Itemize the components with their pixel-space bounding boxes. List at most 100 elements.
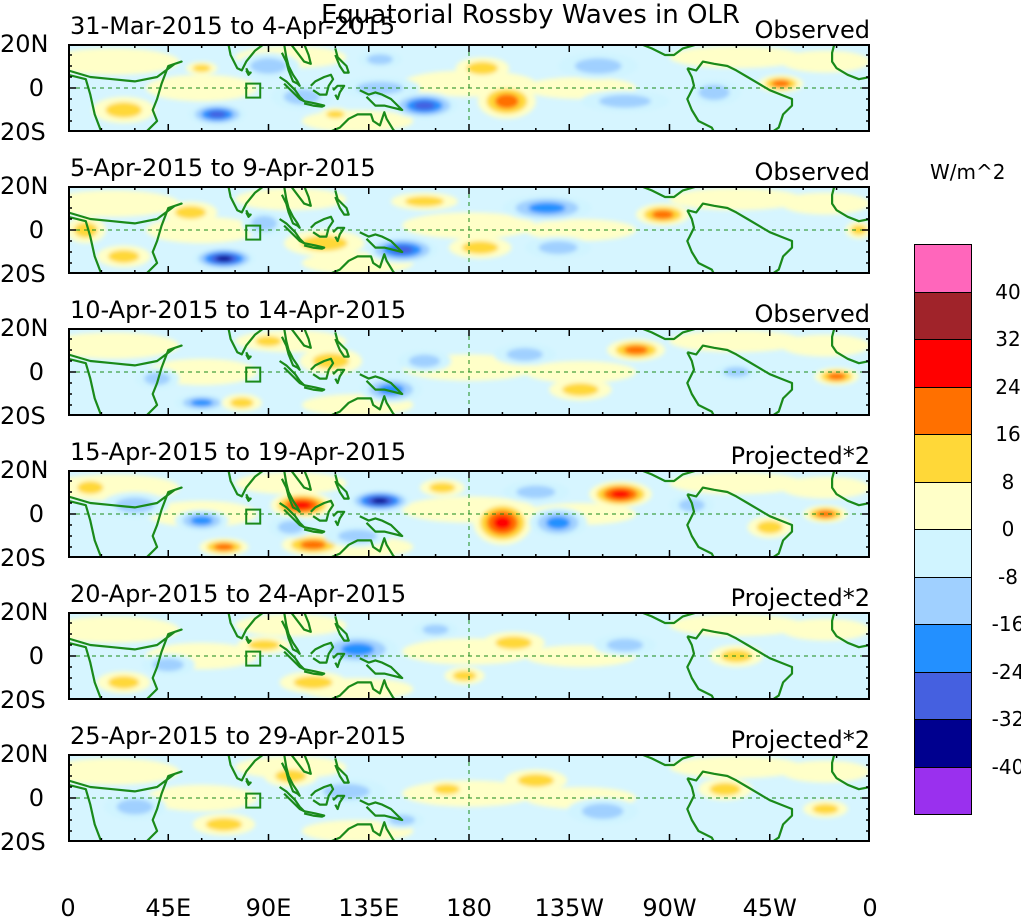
olr-anomaly-contour (251, 215, 278, 232)
colorbar-label: 8 (1001, 469, 1015, 494)
coastline (280, 754, 301, 797)
panel-kind: Projected*2 (730, 442, 870, 470)
coastline (359, 657, 404, 680)
coastline (686, 493, 716, 558)
colorbar-segment (914, 529, 972, 578)
olr-anomaly-contour (574, 58, 622, 74)
coastline (289, 44, 312, 65)
olr-anomaly-contour (812, 803, 839, 815)
coastline (640, 470, 699, 483)
olr-anomaly-contour (771, 79, 791, 88)
lon-tick-label: 0 (60, 894, 76, 922)
coastline (278, 502, 306, 529)
olr-anomaly-contour (77, 481, 104, 495)
colorbar-segment (914, 386, 972, 435)
panel-period: 5-Apr-2015 to 9-Apr-2015 (70, 154, 376, 182)
coastline (245, 635, 252, 644)
lon-tick-label: 180 (446, 894, 492, 922)
colorbar-segment (914, 576, 972, 625)
coastline (227, 44, 265, 72)
lon-tick-label: 0 (862, 894, 878, 922)
coastline (68, 628, 183, 700)
olr-anomaly-contour (546, 516, 571, 530)
olr-anomaly-contour (152, 658, 184, 672)
weak-anomaly-patch (402, 212, 536, 239)
panel-period: 20-Apr-2015 to 24-Apr-2015 (70, 580, 407, 608)
coastline (289, 470, 312, 491)
olr-map (68, 754, 870, 842)
coastline (334, 190, 350, 216)
lat-tick-label: 0 (28, 216, 44, 244)
olr-anomaly-contour (338, 529, 378, 543)
olr-anomaly-contour (610, 490, 631, 499)
colorbar-label: 32 (995, 327, 1021, 351)
olr-anomaly-contour (255, 336, 282, 347)
coastline (334, 758, 350, 784)
olr-anomaly-contour (429, 482, 456, 493)
olr-map (68, 44, 870, 132)
coastline (687, 486, 794, 558)
colorbar-label: -24 (991, 659, 1021, 684)
coastline (319, 395, 397, 416)
coastline (303, 526, 326, 534)
olr-anomaly-contour (174, 205, 207, 219)
lat-tick-label: 0 (28, 500, 44, 528)
olr-anomaly-contour (816, 510, 835, 518)
coastline (687, 60, 794, 132)
coastline (310, 641, 335, 664)
coastline (310, 499, 335, 522)
coastline (310, 783, 335, 806)
olr-anomaly-contour (709, 782, 741, 796)
region-box (245, 650, 262, 667)
lat-tick-label: 20N (0, 30, 49, 58)
coastline (310, 73, 335, 96)
olr-anomaly-contour (562, 383, 599, 397)
coastline (332, 794, 346, 811)
coastline (68, 60, 183, 132)
olr-anomaly-contour (192, 64, 211, 73)
coastline (278, 360, 306, 387)
olr-anomaly-contour (323, 783, 370, 800)
lat-tick-label: 0 (28, 784, 44, 812)
olr-anomaly-contour (208, 110, 227, 118)
olr-anomaly-contour (205, 817, 243, 831)
panel-period: 15-Apr-2015 to 19-Apr-2015 (70, 438, 407, 466)
colorbar-units: W/m^2 (930, 160, 1006, 184)
coastline (319, 821, 397, 842)
colorbar-segment (914, 339, 972, 388)
weak-anomaly-patch (780, 476, 870, 499)
colorbar-segment (914, 671, 972, 720)
weak-anomaly-patch (235, 472, 347, 495)
coastline (278, 218, 306, 245)
coastline (289, 186, 312, 207)
coastline (334, 332, 350, 358)
olr-anomaly-contour (371, 497, 388, 504)
coastline (640, 186, 699, 199)
coastline (278, 786, 306, 813)
panel-6: 25-Apr-2015 to 29-Apr-2015 Projected*2 20N… (0, 722, 1021, 864)
coastline (68, 202, 183, 274)
panel-5: 20-Apr-2015 to 24-Apr-2015 Projected*2 20N… (0, 580, 1021, 722)
coastline (319, 679, 397, 700)
panel-kind: Observed (754, 16, 870, 44)
olr-anomaly-contour (466, 61, 498, 75)
panel-kind: Observed (754, 158, 870, 186)
weak-anomaly-patch (780, 760, 870, 783)
weak-anomaly-patch (145, 74, 258, 102)
olr-anomaly-contour (723, 366, 750, 378)
coastline (280, 44, 301, 87)
coastline (686, 777, 716, 842)
olr-anomaly-contour (230, 397, 254, 408)
lat-tick-label: 0 (28, 642, 44, 670)
region-box (245, 366, 262, 383)
coastline (303, 242, 326, 250)
region-box (245, 82, 262, 99)
coastline (640, 754, 699, 767)
coastline (68, 770, 183, 842)
coastline (227, 470, 265, 498)
panel-3: 10-Apr-2015 to 14-Apr-2015 Observed 20N 0 20… (0, 296, 1021, 438)
olr-anomaly-contour (422, 624, 449, 635)
coastline (310, 357, 335, 380)
weak-anomaly-patch (780, 50, 870, 73)
coastline (303, 668, 326, 676)
